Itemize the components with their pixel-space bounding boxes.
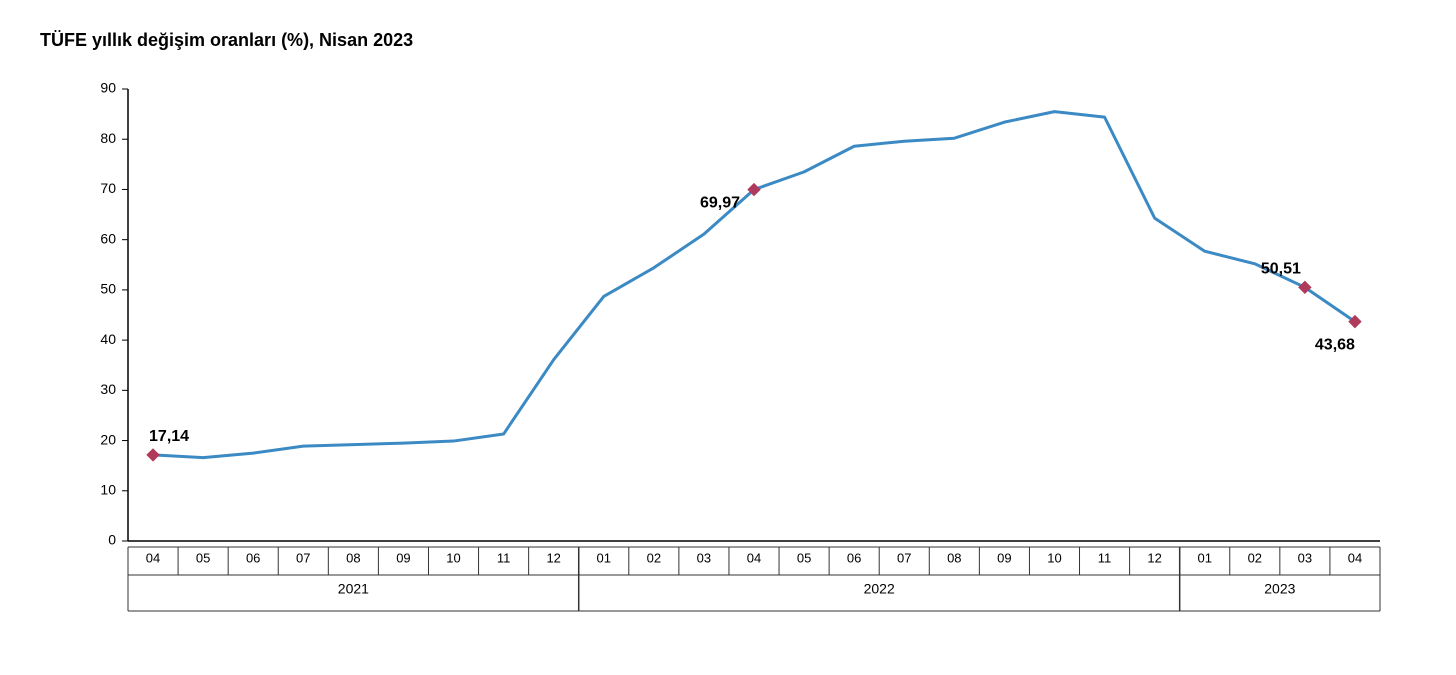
data-label: 17,14	[149, 428, 189, 445]
x-tick-label: 06	[847, 551, 861, 566]
x-tick-label: 05	[797, 551, 811, 566]
highlight-marker	[147, 449, 159, 461]
x-tick-label: 12	[1147, 551, 1161, 566]
y-tick-label: 80	[100, 130, 116, 146]
y-tick-label: 50	[100, 281, 116, 297]
x-tick-label: 08	[947, 551, 961, 566]
chart-container: 0102030405060708090040506070809101112010…	[40, 71, 1400, 631]
x-tick-label: 09	[396, 551, 410, 566]
data-line	[153, 112, 1355, 458]
x-tick-label: 02	[647, 551, 661, 566]
data-label: 50,51	[1261, 260, 1301, 277]
x-tick-label: 09	[997, 551, 1011, 566]
x-tick-label: 11	[1098, 551, 1112, 566]
year-label: 2021	[338, 580, 369, 596]
y-tick-label: 0	[108, 532, 116, 548]
x-tick-label: 11	[497, 551, 511, 566]
y-tick-label: 70	[100, 180, 116, 196]
x-tick-label: 04	[747, 551, 761, 566]
x-tick-label: 01	[1197, 551, 1211, 566]
y-tick-label: 40	[100, 331, 116, 347]
y-tick-label: 10	[100, 481, 116, 497]
x-tick-label: 04	[146, 551, 160, 566]
x-tick-label: 05	[196, 551, 210, 566]
year-label: 2023	[1264, 580, 1295, 596]
x-tick-label: 07	[296, 551, 310, 566]
data-label: 43,68	[1315, 337, 1355, 354]
data-label: 69,97	[700, 195, 740, 212]
x-tick-label: 02	[1248, 551, 1262, 566]
y-tick-label: 30	[100, 381, 116, 397]
line-chart: 0102030405060708090040506070809101112010…	[40, 71, 1400, 631]
year-label: 2022	[864, 580, 895, 596]
x-tick-label: 10	[1047, 551, 1061, 566]
x-tick-label: 04	[1348, 551, 1362, 566]
x-tick-label: 06	[246, 551, 260, 566]
y-tick-label: 20	[100, 431, 116, 447]
x-tick-label: 10	[446, 551, 460, 566]
x-tick-label: 01	[597, 551, 611, 566]
chart-title: TÜFE yıllık değişim oranları (%), Nisan …	[40, 30, 1416, 51]
x-tick-label: 08	[346, 551, 360, 566]
x-tick-label: 07	[897, 551, 911, 566]
x-tick-label: 03	[697, 551, 711, 566]
x-tick-label: 03	[1298, 551, 1312, 566]
y-tick-label: 60	[100, 230, 116, 246]
x-tick-label: 12	[546, 551, 560, 566]
y-tick-label: 90	[100, 80, 116, 96]
page: TÜFE yıllık değişim oranları (%), Nisan …	[0, 0, 1456, 675]
